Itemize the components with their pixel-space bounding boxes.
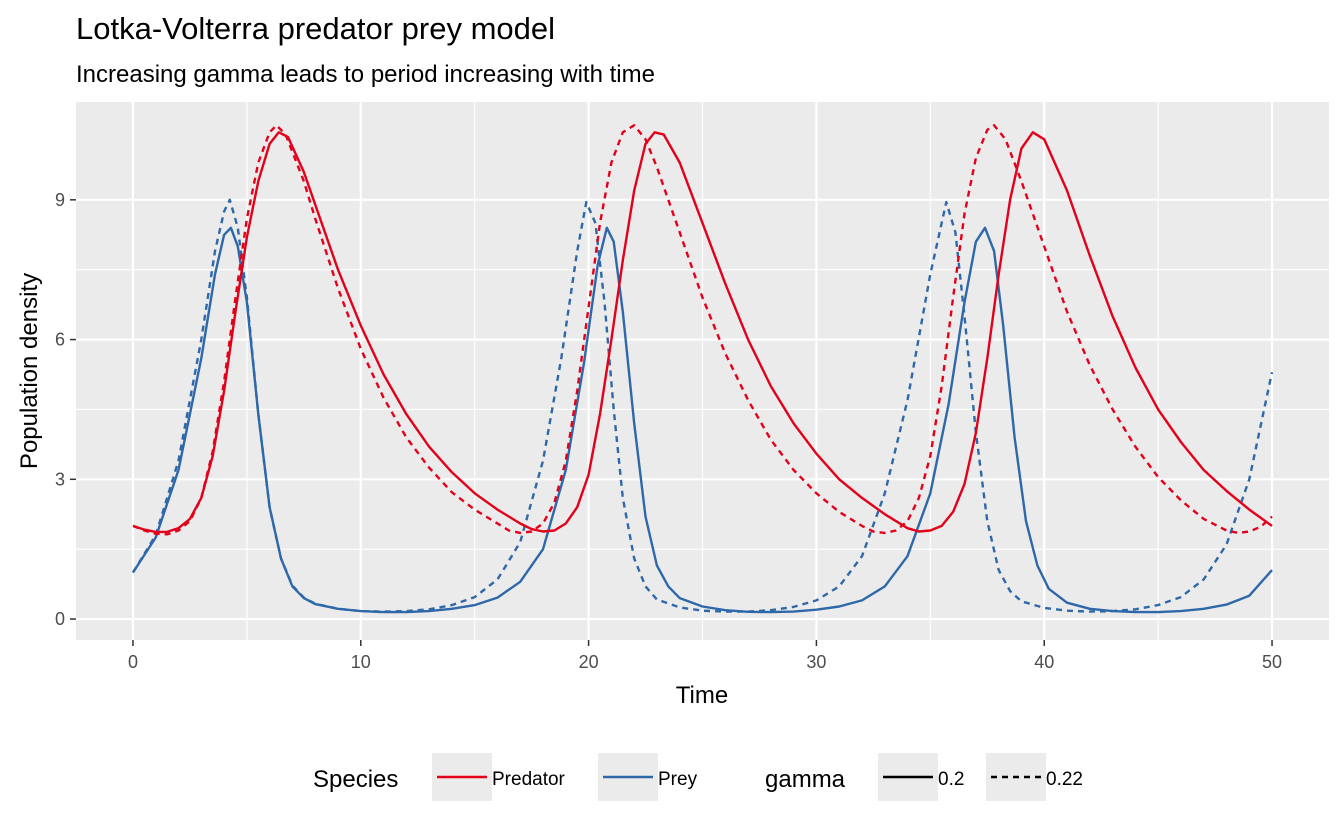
series-lines [131,124,1274,614]
x-axis-title: Time [676,682,728,709]
series-predator-gamma-0-2 [132,131,1273,534]
x-tick-label: 40 [1034,652,1054,672]
series-prey-gamma-0-22 [131,198,1274,613]
legend-title-gamma: gamma [765,766,846,793]
legend-label-predator: Predator [492,769,566,790]
major-gridlines [76,102,1329,640]
x-tick-label: 10 [351,652,371,672]
legend-title-species: Species [313,766,398,793]
y-axis-ticks: 0 3 6 9 [55,190,76,629]
chart-subtitle: Increasing gamma leads to period increas… [76,61,655,88]
y-tick-label: 6 [55,330,65,350]
legend-label-gamma-0-2: 0.2 [938,769,964,790]
y-tick-label: 0 [55,609,65,629]
x-axis-ticks: 0 10 20 30 40 50 [128,640,1282,672]
legend-label-prey: Prey [658,769,698,790]
x-tick-label: 50 [1262,652,1282,672]
y-tick-label: 3 [55,469,65,489]
y-axis-title: Population density [16,273,43,469]
chart-title: Lotka-Volterra predator prey model [76,11,555,46]
x-tick-label: 0 [128,652,138,672]
legend-label-gamma-0-22: 0.22 [1046,769,1083,790]
minor-gridlines [76,102,1329,640]
y-tick-label: 9 [55,190,65,210]
legend: Species Predator Prey gamma 0.2 0.22 [313,753,1083,801]
series-predator-gamma-0-22 [132,124,1273,536]
x-tick-label: 30 [806,652,826,672]
x-tick-label: 20 [579,652,599,672]
